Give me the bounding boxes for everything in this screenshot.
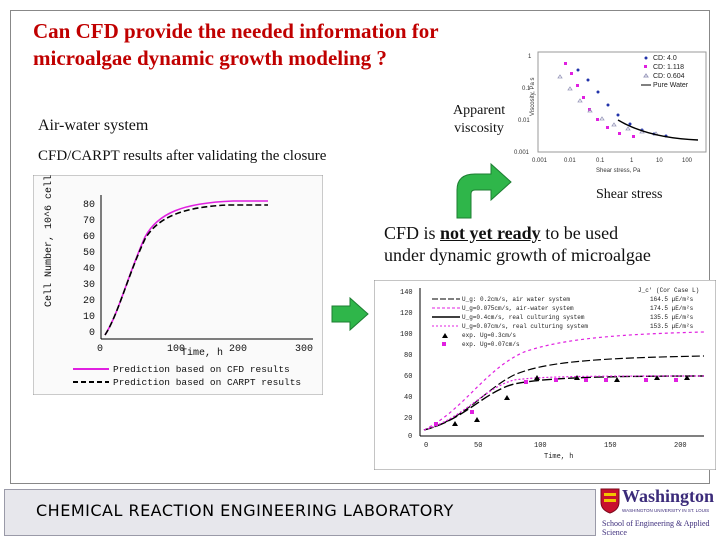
- dynamic-ytick-0: 140: [400, 289, 413, 297]
- growth-xtick-2: 200: [229, 344, 247, 355]
- dynamic-legend-3: U_g=0.07cm/s, real culturing system: [462, 323, 588, 330]
- viscosity-legend-0: CD: 4.0: [653, 55, 677, 62]
- shield-icon: [600, 488, 620, 514]
- dynamic-ytick-3: 80: [404, 352, 412, 360]
- shear-stress-label: Shear stress: [596, 187, 663, 202]
- dynamic-legend-5: exp. Ug=0.07cm/s: [462, 341, 520, 348]
- university-logo: Washington WASHINGTON UNIVERSITY IN ST. …: [600, 486, 718, 538]
- university-subtitle: WASHINGTON UNIVERSITY IN ST. LOUIS: [622, 508, 710, 513]
- dynamic-legend-4: exp. Ug=0.3cm/s: [462, 332, 516, 339]
- curved-arrow-icon: [456, 162, 512, 219]
- dynamic-legend-value-2: 135.5 µE/m²s: [650, 314, 694, 321]
- growth-ytick-4: 40: [83, 264, 95, 275]
- dynamic-legend-value-1: 174.5 µE/m²s: [650, 305, 694, 312]
- air-water-label: Air-water system: [38, 117, 149, 134]
- growth-ytick-6: 20: [83, 296, 95, 307]
- growth-ytick-7: 10: [83, 312, 95, 323]
- dynamic-exp-1: [434, 378, 678, 426]
- dynamic-series-0: [423, 355, 705, 431]
- dynamic-series-3: [423, 375, 705, 431]
- dynamic-ytick-7: 0: [408, 433, 412, 441]
- dynamic-xtick-2: 100: [534, 442, 547, 450]
- footer-bar: [4, 489, 596, 536]
- dynamic-ytick-5: 40: [404, 394, 412, 402]
- dynamic-legend-2: U_g=0.4cm/s, real culturing system: [462, 314, 585, 321]
- slide-frame: [10, 10, 710, 484]
- dynamic-legend-0: U_g: 0.2cm/s, air water system: [462, 296, 570, 303]
- dynamic-legend-value-3: 153.5 µE/m²s: [650, 323, 694, 330]
- growth-legend-0: Prediction based on CFD results: [113, 364, 290, 375]
- dynamic-xtick-0: 0: [424, 442, 428, 450]
- viscosity-chart: CD: 4.0 CD: 1.118 CD: 0.604 Pure Water 1…: [514, 51, 707, 174]
- viscosity-xtick-5: 100: [682, 158, 693, 164]
- dynamic-chart: 140 120 100 80 60 40 20 0 0 50 100 150 2…: [374, 280, 716, 470]
- growth-xtick-1: 100: [167, 344, 185, 355]
- apparent-viscosity-label: Apparent viscosity: [453, 103, 506, 136]
- viscosity-xlabel: Shear stress, Pa: [596, 168, 641, 174]
- dynamic-xtick-4: 200: [674, 442, 687, 450]
- cfd-statement: CFD is not yet ready to be used under dy…: [384, 223, 651, 265]
- viscosity-xtick-0: 0.001: [532, 158, 548, 164]
- growth-ytick-1: 70: [83, 216, 95, 227]
- right-arrow-icon: [331, 296, 369, 332]
- growth-ytick-0: 80: [83, 200, 95, 211]
- slide-title: Can CFD provide the needed information f…: [33, 19, 439, 70]
- viscosity-legend-1: CD: 1.118: [653, 64, 684, 71]
- growth-xtick-3: 300: [295, 344, 313, 355]
- dynamic-legend-value-0: 164.5 µE/m²s: [650, 296, 694, 303]
- lab-name: CHEMICAL REACTION ENGINEERING LABORATORY: [36, 501, 454, 520]
- viscosity-ytick-2: 0.01: [518, 118, 530, 124]
- dynamic-ytick-2: 100: [400, 331, 413, 339]
- dynamic-xtick-1: 50: [474, 442, 482, 450]
- growth-xlabel: Time, h: [181, 347, 223, 359]
- viscosity-xtick-2: 0.1: [596, 158, 605, 164]
- viscosity-legend-3: Pure Water: [653, 82, 689, 89]
- growth-xtick-0: 0: [97, 344, 103, 355]
- viscosity-xtick-4: 10: [656, 158, 663, 164]
- dynamic-ytick-6: 20: [404, 415, 412, 423]
- school-name: School of Engineering & Applied Science: [602, 519, 710, 537]
- growth-ytick-5: 30: [83, 280, 95, 291]
- dynamic-legend-header: J_c' (Cor Case L): [638, 287, 699, 294]
- dynamic-ytick-1: 120: [400, 310, 413, 318]
- dynamic-legend-1: U_g=0.075cm/s, air-water system: [462, 305, 574, 312]
- viscosity-ytick-1: 0.1: [522, 86, 531, 92]
- growth-ylabel: Cell Number, 10^6 cells/ml: [43, 175, 55, 307]
- viscosity-legend-2: CD: 0.604: [653, 73, 685, 80]
- growth-series-carpt: [104, 204, 268, 336]
- viscosity-xtick-3: 1: [630, 158, 634, 164]
- dynamic-xlabel: Time, h: [544, 453, 573, 461]
- university-name: Washington: [622, 486, 715, 506]
- dynamic-series-1: [423, 331, 705, 431]
- viscosity-ytick-0: 1: [528, 54, 532, 60]
- cfd-carpt-label: CFD/CARPT results after validating the c…: [38, 148, 327, 164]
- growth-legend-1: Prediction based on CARPT results: [113, 377, 301, 388]
- viscosity-ylabel: Viscosity, Pa s: [530, 78, 536, 116]
- dynamic-xtick-3: 150: [604, 442, 617, 450]
- viscosity-xtick-1: 0.01: [564, 158, 576, 164]
- viscosity-ytick-3: 0.001: [514, 150, 530, 156]
- growth-ytick-8: 0: [89, 328, 95, 339]
- dynamic-exp-0: [452, 375, 690, 426]
- growth-ytick-3: 50: [83, 248, 95, 259]
- dynamic-ytick-4: 60: [404, 373, 412, 381]
- growth-ytick-2: 60: [83, 232, 95, 243]
- growth-chart: 80 70 60 50 40 30 20 10 0 0 100 200 300 …: [33, 175, 323, 395]
- viscosity-series-water: [617, 119, 699, 141]
